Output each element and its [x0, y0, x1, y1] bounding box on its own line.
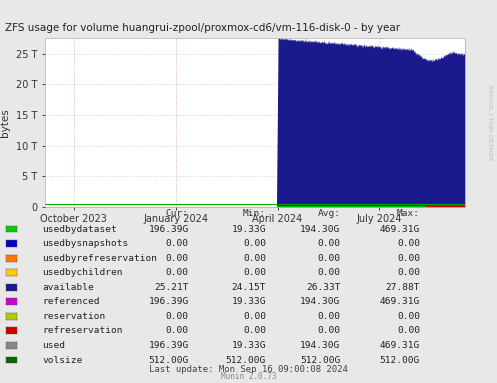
Text: 0.00: 0.00	[397, 254, 420, 263]
Text: 469.31G: 469.31G	[380, 297, 420, 306]
Text: 512.00G: 512.00G	[149, 355, 189, 365]
Text: available: available	[42, 283, 94, 292]
Text: 25.21T: 25.21T	[155, 283, 189, 292]
Text: 512.00G: 512.00G	[380, 355, 420, 365]
Text: 512.00G: 512.00G	[300, 355, 340, 365]
Y-axis label: bytes: bytes	[0, 108, 10, 137]
Text: 0.00: 0.00	[166, 239, 189, 248]
Text: volsize: volsize	[42, 355, 83, 365]
Text: 26.33T: 26.33T	[306, 283, 340, 292]
Text: 0.00: 0.00	[166, 254, 189, 263]
Text: 0.00: 0.00	[397, 268, 420, 277]
Text: 19.33G: 19.33G	[232, 297, 266, 306]
Text: 0.00: 0.00	[318, 254, 340, 263]
Text: 512.00G: 512.00G	[226, 355, 266, 365]
Text: 196.39G: 196.39G	[149, 341, 189, 350]
Text: 24.15T: 24.15T	[232, 283, 266, 292]
Text: 0.00: 0.00	[397, 239, 420, 248]
Text: 194.30G: 194.30G	[300, 224, 340, 234]
Text: 0.00: 0.00	[243, 254, 266, 263]
Text: 0.00: 0.00	[166, 312, 189, 321]
Text: 0.00: 0.00	[318, 268, 340, 277]
Text: RRTOOL / TOBI OETIKER: RRTOOL / TOBI OETIKER	[487, 85, 492, 160]
Text: Munin 2.0.73: Munin 2.0.73	[221, 372, 276, 381]
Text: 0.00: 0.00	[243, 326, 266, 336]
Text: Max:: Max:	[397, 210, 420, 218]
Text: 196.39G: 196.39G	[149, 297, 189, 306]
Text: 194.30G: 194.30G	[300, 341, 340, 350]
Text: Avg:: Avg:	[318, 210, 340, 218]
Text: usedbysnapshots: usedbysnapshots	[42, 239, 129, 248]
Text: 194.30G: 194.30G	[300, 297, 340, 306]
Text: usedbyrefreservation: usedbyrefreservation	[42, 254, 157, 263]
Text: 0.00: 0.00	[243, 239, 266, 248]
Text: 27.88T: 27.88T	[386, 283, 420, 292]
Text: 0.00: 0.00	[318, 239, 340, 248]
Text: Cur:: Cur:	[166, 210, 189, 218]
Text: refreservation: refreservation	[42, 326, 123, 336]
Text: reservation: reservation	[42, 312, 105, 321]
Text: referenced: referenced	[42, 297, 100, 306]
Text: 0.00: 0.00	[166, 268, 189, 277]
Text: 0.00: 0.00	[318, 312, 340, 321]
Text: 469.31G: 469.31G	[380, 341, 420, 350]
Text: used: used	[42, 341, 65, 350]
Text: 0.00: 0.00	[318, 326, 340, 336]
Text: 0.00: 0.00	[397, 312, 420, 321]
Text: Last update: Mon Sep 16 09:00:08 2024: Last update: Mon Sep 16 09:00:08 2024	[149, 365, 348, 374]
Text: 0.00: 0.00	[397, 326, 420, 336]
Text: 19.33G: 19.33G	[232, 341, 266, 350]
Text: 196.39G: 196.39G	[149, 224, 189, 234]
Text: usedbychildren: usedbychildren	[42, 268, 123, 277]
Text: 469.31G: 469.31G	[380, 224, 420, 234]
Text: ZFS usage for volume huangrui-zpool/proxmox-cd6/vm-116-disk-0 - by year: ZFS usage for volume huangrui-zpool/prox…	[5, 23, 400, 33]
Text: 0.00: 0.00	[166, 326, 189, 336]
Text: usedbydataset: usedbydataset	[42, 224, 117, 234]
Text: 0.00: 0.00	[243, 312, 266, 321]
Text: 0.00: 0.00	[243, 268, 266, 277]
Text: Min:: Min:	[243, 210, 266, 218]
Text: 19.33G: 19.33G	[232, 224, 266, 234]
